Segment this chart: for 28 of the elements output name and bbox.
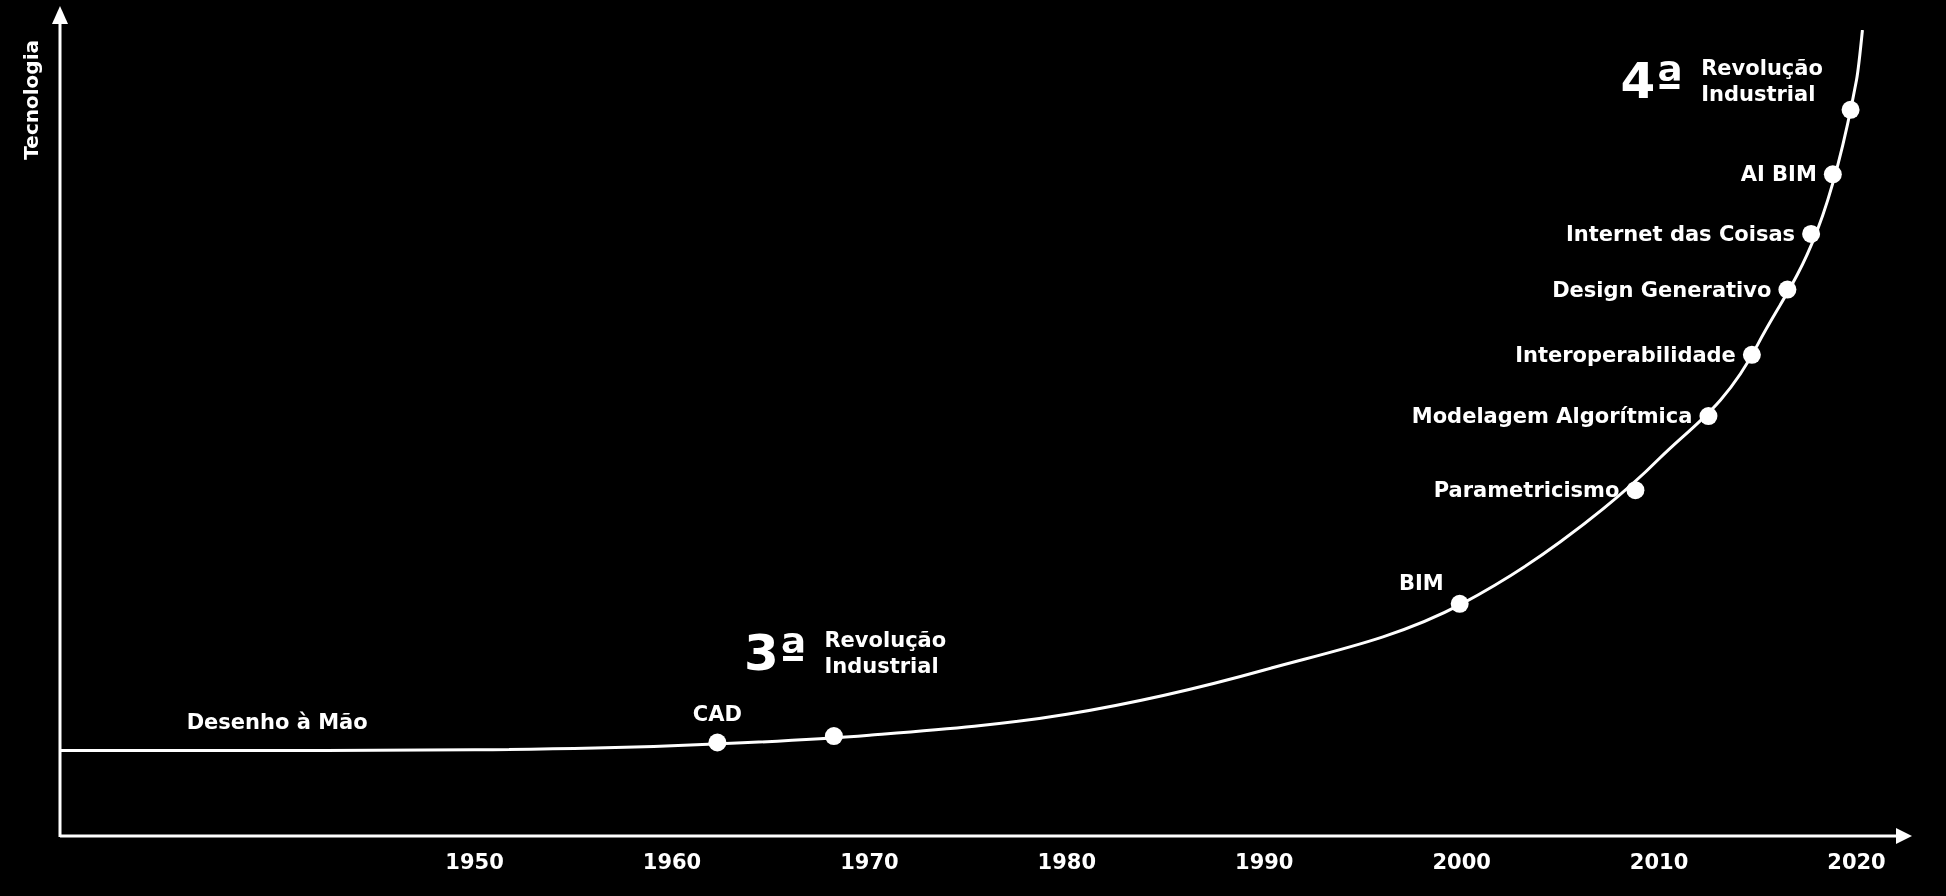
point [1626, 481, 1645, 500]
annotation: AI BIM [1740, 162, 1817, 187]
point [1742, 345, 1761, 364]
point [708, 733, 727, 752]
x-tick-label: 1960 [642, 849, 702, 874]
annotation: Interoperabilidade [1515, 342, 1736, 367]
x-tick-label: 2020 [1827, 849, 1886, 874]
annotation: Desenho à Mão [186, 709, 368, 734]
annotation: Modelagem Algorítmica [1411, 404, 1693, 429]
annotation: Design Generativo [1552, 277, 1772, 302]
point [1699, 407, 1718, 426]
point [824, 727, 843, 746]
annotation: Internet das Coisas [1565, 221, 1796, 246]
x-tick-label: 2010 [1629, 849, 1689, 874]
annotation: Parametricismo [1433, 478, 1620, 503]
x-tick-label: 1970 [840, 849, 899, 874]
point [1823, 165, 1842, 184]
annotation: CAD [692, 701, 742, 726]
point [1841, 100, 1860, 119]
x-tick-label: 1990 [1235, 849, 1294, 874]
point [1778, 280, 1797, 299]
point [1802, 224, 1821, 243]
point [1450, 594, 1469, 613]
annotation: BIM [1398, 570, 1444, 595]
x-tick-label: 1980 [1037, 849, 1097, 874]
x-tick-label: 1950 [445, 849, 504, 874]
x-tick-label: 2000 [1432, 849, 1491, 874]
y-axis-title: Tecnologia [19, 40, 43, 160]
